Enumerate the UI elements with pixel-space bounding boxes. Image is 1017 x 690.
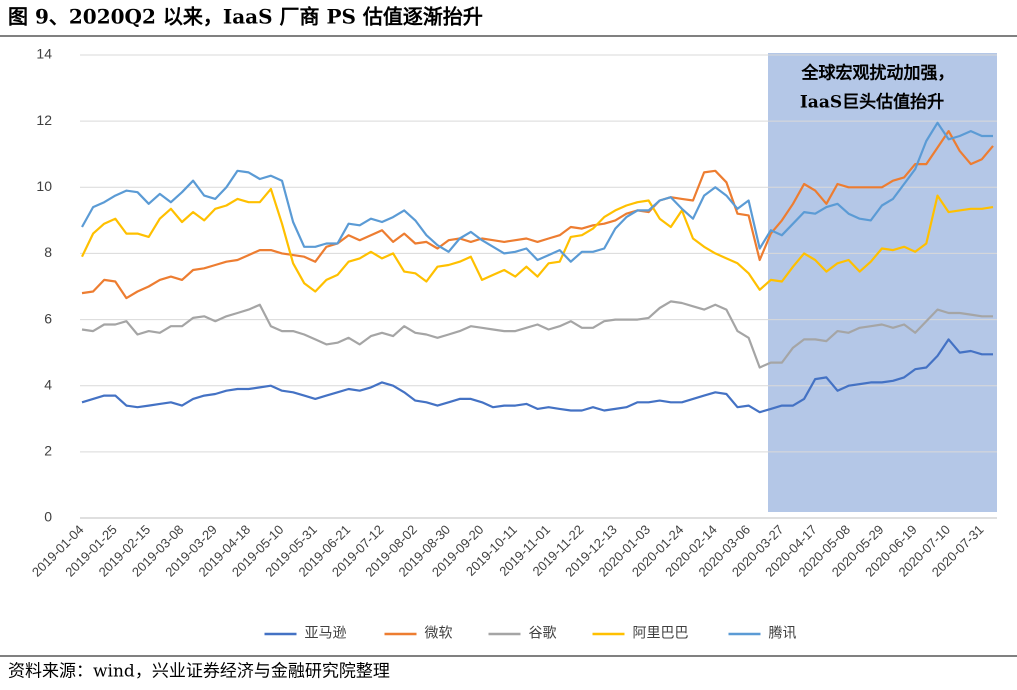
- highlight-region: [768, 53, 997, 512]
- series-line: [81, 121, 993, 263]
- chart-title: 图 9、2020Q2 以来，IaaS 厂商 PS 估值逐渐抬升: [8, 5, 483, 29]
- y-tick-label: 8: [44, 244, 52, 260]
- annotation: 全球宏观扰动加强，: [801, 63, 955, 84]
- legend-label: 亚马逊: [305, 625, 347, 641]
- y-tick-label: 0: [44, 509, 52, 525]
- y-tick-label: 2: [44, 443, 52, 459]
- series-line: [81, 130, 994, 300]
- y-tick-label: 4: [44, 376, 52, 392]
- series-line: [81, 187, 994, 293]
- y-tick-label: 12: [36, 112, 52, 128]
- y-tick-label: 6: [44, 310, 52, 326]
- y-tick-label: 14: [36, 46, 52, 62]
- y-tick-label: 10: [36, 178, 52, 194]
- legend-label: 谷歌: [529, 625, 557, 641]
- annotation: IaaS巨头估值抬升: [800, 92, 944, 113]
- series-line: [81, 338, 993, 414]
- legend-label: 微软: [425, 625, 453, 641]
- series-line: [81, 300, 993, 369]
- legend-label: 腾讯: [769, 625, 797, 641]
- legend-label: 阿里巴巴: [633, 625, 689, 641]
- source-note: 资料来源：wind，兴业证券经济与金融研究院整理: [8, 662, 390, 682]
